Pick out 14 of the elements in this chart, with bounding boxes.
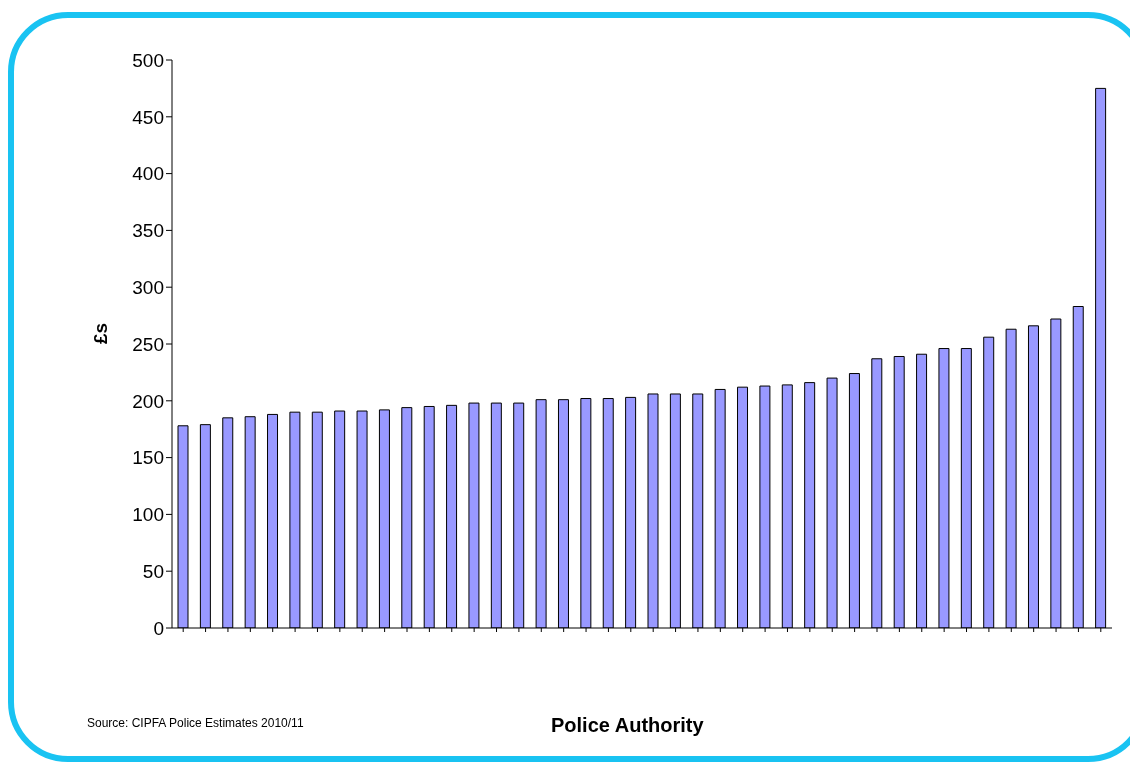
y-tick-label: 350 <box>132 220 164 242</box>
y-tick-label: 250 <box>132 333 164 355</box>
y-tick-label: 450 <box>132 106 164 128</box>
y-tick-label: 300 <box>132 276 164 298</box>
y-tick-label: 400 <box>132 163 164 185</box>
source-note: Source: CIPFA Police Estimates 2010/11 <box>87 716 304 730</box>
y-tick-label: 500 <box>132 49 164 71</box>
y-tick-label: 50 <box>142 560 164 582</box>
y-tick-label: 150 <box>132 447 164 469</box>
y-tick-label: 0 <box>153 617 164 639</box>
x-axis-title: Police Authority <box>551 714 704 737</box>
y-tick-label: 200 <box>132 390 164 412</box>
y-axis-title: £s <box>89 322 111 344</box>
y-tick-label: 100 <box>132 504 164 526</box>
